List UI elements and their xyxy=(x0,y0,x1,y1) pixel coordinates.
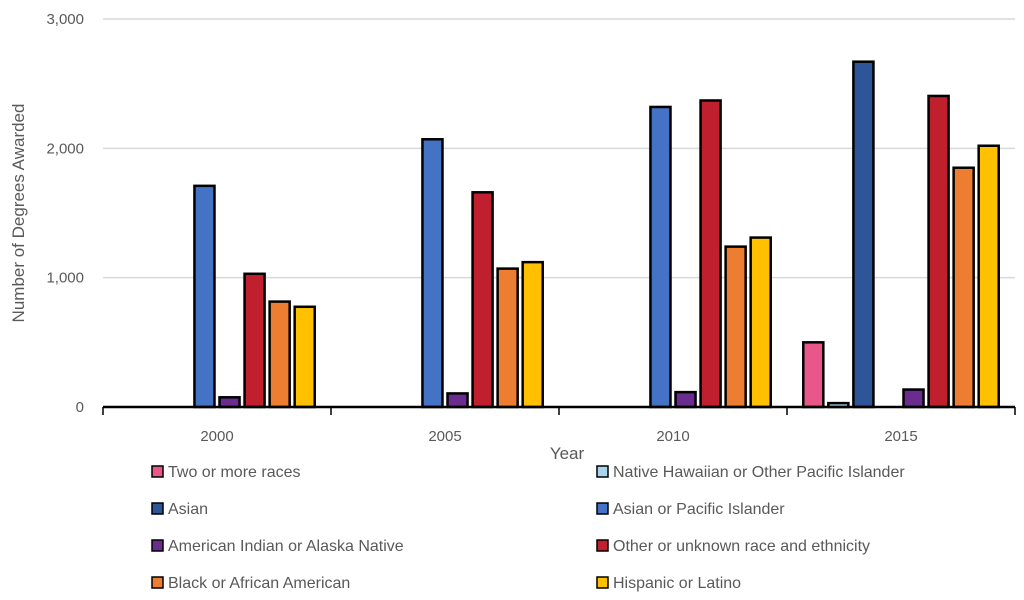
legend-label: Asian xyxy=(168,501,208,518)
x-tick-labels: 2000 2005 2010 2015 xyxy=(200,428,917,445)
legend-label: Other or unknown race and ethnicity xyxy=(613,538,870,555)
legend-swatch xyxy=(151,502,164,515)
legend-label: Native Hawaiian or Other Pacific Islande… xyxy=(613,464,905,481)
bar xyxy=(724,245,747,409)
bar xyxy=(293,305,316,409)
y-axis-title: Number of Degrees Awarded xyxy=(9,104,28,323)
legend-label: Black or African American xyxy=(168,575,350,592)
y-tick-label: 2,000 xyxy=(46,140,84,157)
bar xyxy=(421,138,444,409)
legend-swatch xyxy=(596,539,609,552)
bar xyxy=(496,267,519,409)
bar xyxy=(193,184,216,409)
x-tick-label: 2005 xyxy=(428,428,461,445)
legend-swatch xyxy=(596,576,609,589)
y-tick-label: 3,000 xyxy=(46,11,84,28)
y-tick-label: 1,000 xyxy=(46,270,84,287)
legend-swatch xyxy=(151,576,164,589)
x-tick-label: 2010 xyxy=(656,428,689,445)
legend-swatch xyxy=(151,465,164,478)
bar xyxy=(521,260,544,409)
bar xyxy=(699,99,722,409)
legend-swatch xyxy=(596,465,609,478)
bar xyxy=(802,341,825,409)
gridlines xyxy=(103,18,1015,279)
x-axis-title: Year xyxy=(550,444,585,463)
bar xyxy=(471,191,494,409)
legend-swatch xyxy=(151,539,164,552)
bars xyxy=(193,60,1000,409)
legend-label: Hispanic or Latino xyxy=(613,575,741,592)
bar xyxy=(852,60,875,409)
bar xyxy=(268,300,291,409)
bar xyxy=(674,390,697,409)
y-tick-labels: 0 1,000 2,000 3,000 xyxy=(46,11,84,416)
bar xyxy=(446,392,469,409)
bar xyxy=(243,272,266,409)
axes xyxy=(102,405,1016,415)
bar xyxy=(902,388,925,409)
bar xyxy=(218,396,241,409)
x-tick-label: 2015 xyxy=(884,428,917,445)
y-tick-label: 0 xyxy=(76,399,84,416)
legend: Two or more races Native Hawaiian or Othe… xyxy=(151,464,905,592)
legend-label: Two or more races xyxy=(168,464,300,481)
bar xyxy=(977,144,1000,409)
x-tick-label: 2000 xyxy=(200,428,233,445)
bar xyxy=(649,105,672,409)
legend-swatch xyxy=(596,502,609,515)
legend-label: American Indian or Alaska Native xyxy=(168,538,404,555)
bar xyxy=(952,166,975,409)
legend-label: Asian or Pacific Islander xyxy=(613,501,785,518)
bar xyxy=(749,236,772,409)
bar xyxy=(927,94,950,409)
